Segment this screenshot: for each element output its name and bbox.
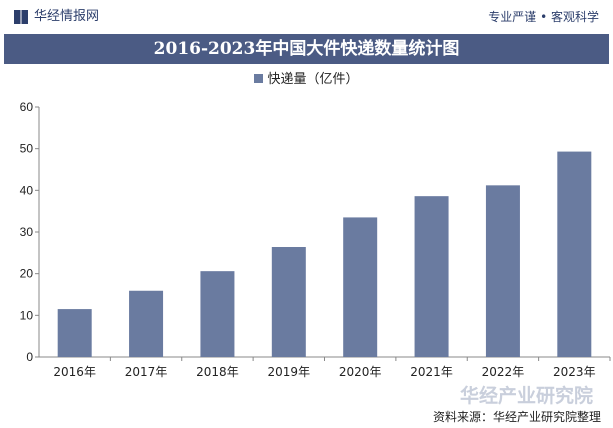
bar [57, 309, 92, 357]
x-tick-label: 2021年 [410, 365, 453, 379]
x-tick-label: 2023年 [553, 365, 596, 379]
y-tick-label: 10 [20, 308, 34, 322]
bar [414, 196, 449, 357]
y-tick-label: 40 [20, 183, 34, 197]
bar [343, 217, 378, 357]
y-tick-label: 60 [20, 100, 34, 114]
logo-text: 华经情报网 [34, 9, 100, 24]
x-tick-label: 2017年 [125, 365, 168, 379]
y-tick-label: 50 [20, 142, 34, 156]
watermark: 华经产业研究院 [459, 385, 593, 407]
bar [485, 185, 520, 357]
bar [557, 151, 592, 357]
x-tick-label: 2019年 [268, 365, 311, 379]
top-bar: 华经情报网 专业严谨 • 客观科学 [0, 0, 613, 34]
source-note: 资料来源：华经产业研究院整理 [432, 410, 601, 424]
x-tick-label: 2020年 [339, 365, 382, 379]
legend-label: 快递量（亿件） [267, 72, 359, 87]
legend: 快递量（亿件） [0, 72, 613, 88]
chart-title: 2016-2023年中国大件快递数量统计图 [4, 34, 609, 64]
y-tick-label: 0 [26, 350, 33, 364]
legend-swatch [254, 74, 264, 83]
x-tick-label: 2018年 [196, 365, 239, 379]
slogan: 专业严谨 • 客观科学 [488, 10, 599, 24]
bar [271, 247, 306, 357]
y-tick-label: 20 [20, 267, 34, 281]
logo-icon [14, 10, 28, 24]
logo: 华经情报网 [14, 9, 99, 25]
x-tick-label: 2022年 [482, 365, 525, 379]
x-tick-label: 2016年 [53, 365, 96, 379]
y-tick-label: 30 [20, 225, 34, 239]
bar [200, 271, 235, 357]
bar [129, 290, 164, 357]
